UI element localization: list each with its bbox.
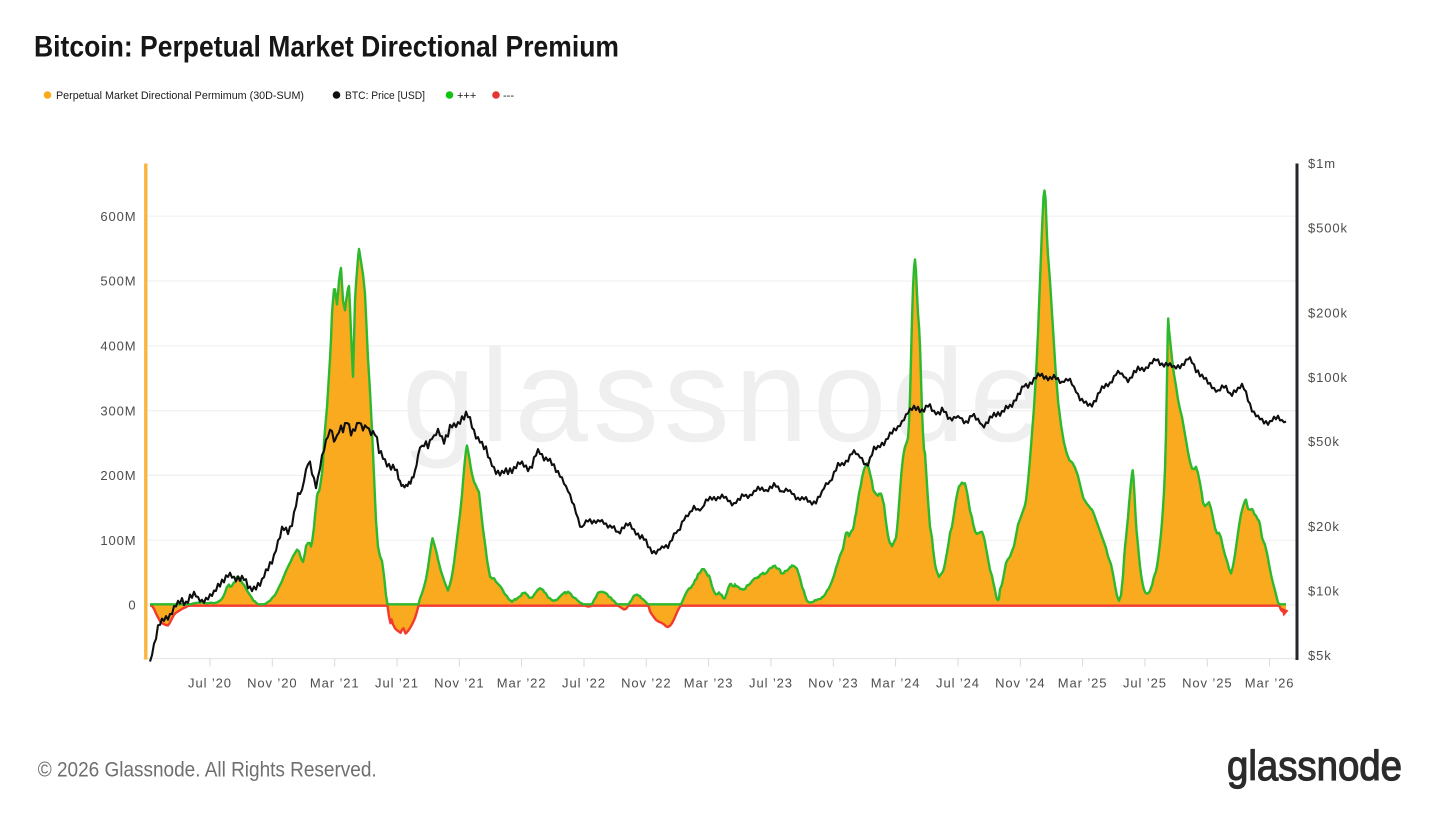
- svg-text:Mar ’23: Mar ’23: [684, 676, 734, 691]
- svg-text:$200k: $200k: [1308, 305, 1348, 320]
- svg-text:Jul ’25: Jul ’25: [1123, 676, 1167, 691]
- svg-text:600M: 600M: [100, 209, 136, 224]
- svg-text:---: ---: [503, 90, 514, 102]
- svg-text:glassnode: glassnode: [1227, 742, 1402, 789]
- svg-text:© 2026 Glassnode. All Rights R: © 2026 Glassnode. All Rights Reserved.: [38, 757, 377, 781]
- svg-text:Mar ’26: Mar ’26: [1245, 676, 1295, 691]
- svg-text:500M: 500M: [100, 274, 136, 289]
- svg-text:200M: 200M: [100, 468, 136, 483]
- svg-text:$10k: $10k: [1308, 584, 1340, 599]
- svg-text:Nov ’20: Nov ’20: [247, 676, 297, 691]
- svg-text:Jul ’20: Jul ’20: [188, 676, 232, 691]
- svg-text:Jul ’22: Jul ’22: [562, 676, 606, 691]
- svg-text:300M: 300M: [100, 403, 136, 418]
- svg-text:Mar ’22: Mar ’22: [497, 676, 547, 691]
- svg-text:400M: 400M: [100, 339, 136, 354]
- svg-text:$50k: $50k: [1308, 434, 1340, 449]
- svg-text:Jul ’24: Jul ’24: [936, 676, 980, 691]
- svg-text:$500k: $500k: [1308, 220, 1348, 235]
- svg-text:Nov ’24: Nov ’24: [995, 676, 1045, 691]
- svg-text:Mar ’25: Mar ’25: [1058, 676, 1108, 691]
- svg-text:$100k: $100k: [1308, 370, 1348, 385]
- svg-text:Nov ’21: Nov ’21: [434, 676, 484, 691]
- svg-text:Nov ’23: Nov ’23: [808, 676, 858, 691]
- svg-text:Jul ’21: Jul ’21: [375, 676, 419, 691]
- svg-text:Bitcoin: Perpetual Market Dire: Bitcoin: Perpetual Market Directional Pr…: [34, 31, 619, 64]
- svg-text:Mar ’24: Mar ’24: [871, 676, 921, 691]
- svg-text:Mar ’21: Mar ’21: [310, 676, 360, 691]
- svg-text:BTC: Price [USD]: BTC: Price [USD]: [345, 90, 425, 102]
- svg-text:$20k: $20k: [1308, 519, 1340, 534]
- svg-text:0: 0: [128, 598, 136, 613]
- svg-text:glassnode: glassnode: [402, 322, 1043, 469]
- svg-text:Nov ’22: Nov ’22: [621, 676, 671, 691]
- svg-text:$5k: $5k: [1308, 648, 1332, 663]
- svg-text:100M: 100M: [100, 533, 136, 548]
- svg-text:$1m: $1m: [1308, 156, 1336, 171]
- svg-text:Nov ’25: Nov ’25: [1182, 676, 1232, 691]
- svg-text:+++: +++: [457, 90, 476, 102]
- svg-text:Perpetual Market Directional P: Perpetual Market Directional Permimum (3…: [56, 90, 304, 102]
- svg-text:Jul ’23: Jul ’23: [749, 676, 793, 691]
